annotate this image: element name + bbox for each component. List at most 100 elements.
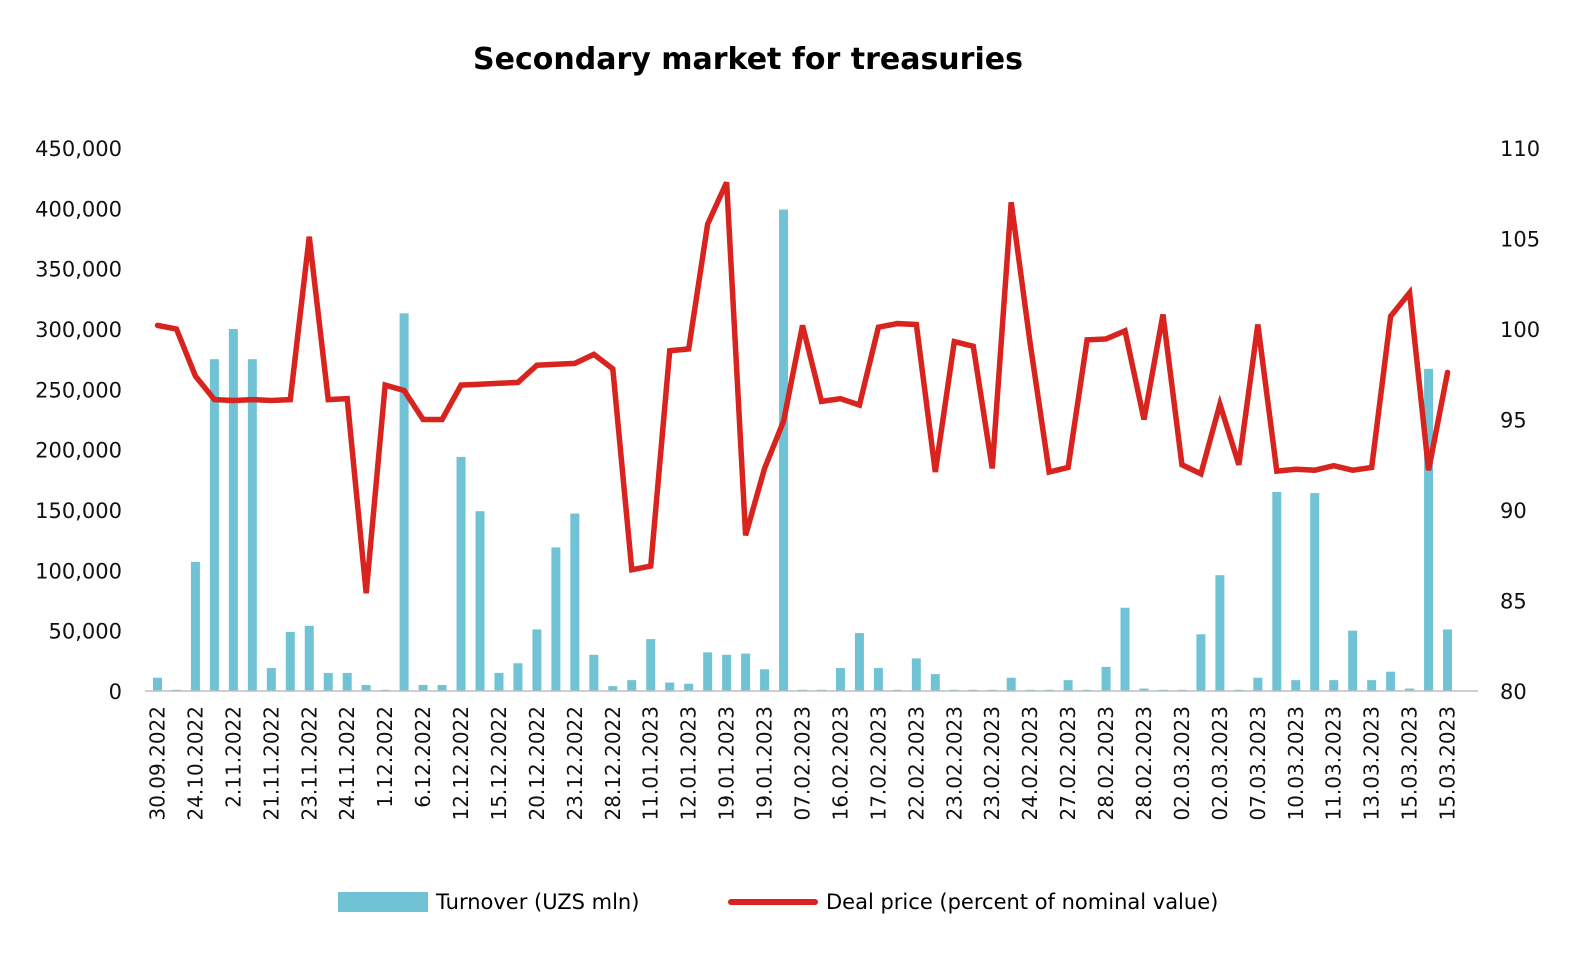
turnover-bar: [304, 625, 314, 691]
turnover-bar: [551, 547, 561, 691]
y-left-tick-label: 300,000: [35, 318, 122, 342]
x-tick-label: 28.02.2023: [1094, 706, 1118, 821]
x-tick-label: 15.12.2022: [487, 706, 511, 821]
turnover-bar: [190, 561, 200, 691]
x-tick-label: 1.12.2022: [373, 706, 397, 808]
turnover-bar: [266, 668, 276, 691]
turnover-bar: [930, 674, 940, 691]
y-right-tick-label: 80: [1500, 680, 1527, 704]
y-right-tick-label: 105: [1500, 228, 1540, 252]
turnover-bar: [854, 633, 864, 691]
turnover-bar: [627, 680, 637, 691]
x-tick-label: 6.12.2022: [411, 706, 435, 808]
turnover-bar: [1443, 629, 1453, 691]
x-tick-label: 12.01.2023: [677, 706, 701, 821]
turnover-bar: [1405, 688, 1415, 691]
turnover-bar: [475, 511, 485, 691]
x-tick-label: 30.09.2022: [145, 706, 169, 821]
turnover-bar: [342, 672, 352, 691]
turnover-bar: [1310, 493, 1320, 691]
turnover-bar: [665, 682, 675, 691]
y-right-tick-label: 110: [1500, 137, 1540, 161]
turnover-bar: [570, 513, 580, 691]
turnover-bar: [1386, 671, 1396, 691]
turnover-bar: [152, 677, 162, 691]
y-left-tick-label: 350,000: [35, 258, 122, 282]
y-left-tick-label: 100,000: [35, 559, 122, 583]
turnover-bar: [1215, 575, 1225, 691]
legend: Turnover (UZS mln) Deal price (percent o…: [0, 890, 1571, 930]
x-tick-label: 07.03.2023: [1246, 706, 1270, 821]
turnover-bar: [703, 652, 713, 691]
legend-swatch-deal-price: [728, 899, 818, 905]
turnover-bar: [1196, 634, 1206, 691]
turnover-bar: [513, 663, 523, 691]
turnover-bar: [209, 359, 219, 691]
turnover-bar: [399, 313, 409, 691]
x-tick-label: 24.10.2022: [183, 706, 207, 821]
legend-label-deal-price: Deal price (percent of nominal value): [826, 890, 1219, 914]
x-tick-label: 27.02.2023: [1056, 706, 1080, 821]
turnover-bar: [760, 669, 770, 691]
deal-price-line: [154, 181, 1451, 594]
turnover-bar: [1291, 680, 1301, 691]
x-tick-label: 22.02.2023: [904, 706, 928, 821]
y-right-tick-label: 100: [1500, 318, 1540, 342]
turnover-bar: [646, 639, 656, 691]
y-left-tick-label: 450,000: [35, 137, 122, 161]
turnover-bar: [1253, 677, 1263, 691]
y-axis-left: 0 50,000 100,000 150,000 200,000 250,000 300,0…: [35, 137, 122, 704]
x-tick-label: 11.01.2023: [639, 706, 663, 821]
x-tick-label: 19.01.2023: [715, 706, 739, 821]
turnover-bar: [1367, 680, 1377, 691]
turnover-bar: [608, 686, 618, 691]
x-tick-label: 23.12.2022: [563, 706, 587, 821]
y-right-tick-label: 90: [1500, 499, 1527, 523]
y-left-tick-label: 200,000: [35, 439, 122, 463]
x-tick-label: 02.03.2023: [1208, 706, 1232, 821]
x-tick-label: 21.11.2022: [259, 706, 283, 821]
y-right-tick-label: 85: [1500, 590, 1527, 614]
x-tick-label: 24.02.2023: [1018, 706, 1042, 821]
x-tick-label: 20.12.2022: [525, 706, 549, 821]
turnover-bar: [1329, 680, 1339, 691]
deal-price-line-group: [154, 181, 1451, 594]
x-tick-label: 16.02.2023: [828, 706, 852, 821]
x-tick-label: 12.12.2022: [449, 706, 473, 821]
turnover-bar: [1006, 677, 1016, 691]
x-tick-label: 17.02.2023: [866, 706, 890, 821]
turnover-bar: [1348, 630, 1358, 691]
turnover-bar: [361, 684, 371, 691]
x-tick-label: 19.01.2023: [753, 706, 777, 821]
turnover-bar: [1101, 666, 1111, 691]
legend-item-turnover: Turnover (UZS mln): [338, 890, 639, 914]
turnover-bar: [589, 654, 599, 691]
x-tick-label: 24.11.2022: [335, 706, 359, 821]
legend-label-turnover: Turnover (UZS mln): [436, 890, 640, 914]
turnover-bar: [285, 631, 295, 691]
turnover-bar: [1139, 688, 1149, 691]
turnover-bar: [1120, 607, 1130, 691]
x-tick-label: 15.03.2023: [1398, 706, 1422, 821]
chart-title: Secondary market for treasuries: [473, 42, 1023, 77]
y-left-tick-label: 150,000: [35, 499, 122, 523]
x-tick-label: 23.02.2023: [980, 706, 1004, 821]
x-tick-label: 23.11.2022: [297, 706, 321, 821]
turnover-bar: [722, 654, 732, 691]
x-axis-labels: 30.09.2022 24.10.2022 2.11.2022 21.11.2022 2…: [145, 706, 1459, 821]
x-tick-label: 28.02.2023: [1132, 706, 1156, 821]
turnover-bar: [1272, 491, 1282, 691]
y-left-tick-label: 250,000: [35, 378, 122, 402]
x-tick-label: 07.02.2023: [791, 706, 815, 821]
x-tick-label: 15.03.2023: [1436, 706, 1460, 821]
x-tick-label: 23.02.2023: [942, 706, 966, 821]
turnover-bar: [247, 359, 257, 691]
x-tick-label: 2.11.2022: [221, 706, 245, 808]
x-tick-label: 11.03.2023: [1322, 706, 1346, 821]
y-axis-right: 80 85 90 95 100 105 110: [1500, 137, 1540, 704]
turnover-bars: [152, 209, 1453, 692]
x-tick-label: 10.03.2023: [1284, 706, 1308, 821]
turnover-bar: [684, 683, 694, 691]
x-tick-label: 13.03.2023: [1360, 706, 1384, 821]
turnover-bar: [873, 668, 883, 691]
